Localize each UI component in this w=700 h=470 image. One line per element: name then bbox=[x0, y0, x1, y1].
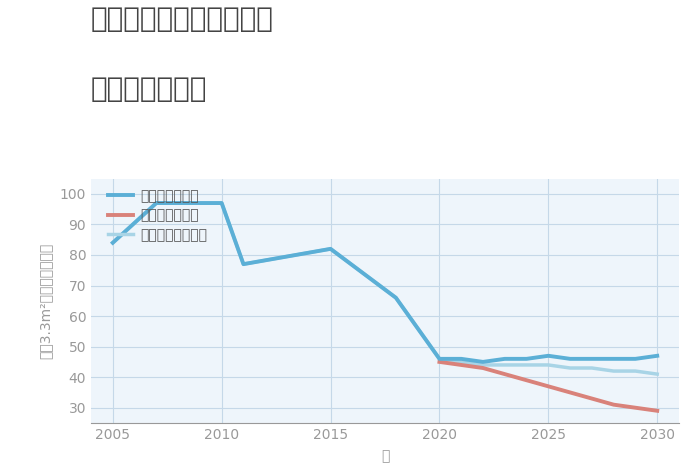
グッドシナリオ bbox=[457, 356, 466, 362]
ノーマルシナリオ bbox=[435, 356, 444, 362]
グッドシナリオ bbox=[479, 359, 487, 365]
グッドシナリオ bbox=[152, 200, 160, 206]
ノーマルシナリオ bbox=[326, 246, 335, 252]
ノーマルシナリオ bbox=[479, 362, 487, 368]
グッドシナリオ bbox=[435, 356, 444, 362]
ノーマルシナリオ bbox=[588, 365, 596, 371]
ノーマルシナリオ bbox=[392, 295, 400, 301]
グッドシナリオ bbox=[500, 356, 509, 362]
Line: グッドシナリオ: グッドシナリオ bbox=[113, 203, 657, 362]
ノーマルシナリオ bbox=[239, 261, 248, 267]
バッドシナリオ bbox=[566, 390, 574, 395]
バッドシナリオ bbox=[457, 362, 466, 368]
Line: バッドシナリオ: バッドシナリオ bbox=[440, 362, 657, 411]
ノーマルシナリオ bbox=[631, 368, 640, 374]
ノーマルシナリオ bbox=[108, 240, 117, 245]
ノーマルシナリオ bbox=[653, 371, 662, 377]
ノーマルシナリオ bbox=[174, 200, 182, 206]
ノーマルシナリオ bbox=[610, 368, 618, 374]
グッドシナリオ bbox=[108, 240, 117, 245]
バッドシナリオ bbox=[522, 377, 531, 383]
バッドシナリオ bbox=[435, 359, 444, 365]
Line: ノーマルシナリオ: ノーマルシナリオ bbox=[113, 203, 657, 374]
グッドシナリオ bbox=[392, 295, 400, 301]
グッドシナリオ bbox=[610, 356, 618, 362]
グッドシナリオ bbox=[653, 353, 662, 359]
X-axis label: 年: 年 bbox=[381, 449, 389, 463]
ノーマルシナリオ bbox=[152, 200, 160, 206]
ノーマルシナリオ bbox=[566, 365, 574, 371]
ノーマルシナリオ bbox=[500, 362, 509, 368]
ノーマルシナリオ bbox=[218, 200, 226, 206]
Legend: グッドシナリオ, バッドシナリオ, ノーマルシナリオ: グッドシナリオ, バッドシナリオ, ノーマルシナリオ bbox=[103, 183, 213, 248]
バッドシナリオ bbox=[500, 371, 509, 377]
Text: 土地の価格推移: 土地の価格推移 bbox=[91, 75, 207, 103]
バッドシナリオ bbox=[653, 408, 662, 414]
Y-axis label: 坪（3.3m²）単価（万円）: 坪（3.3m²）単価（万円） bbox=[38, 243, 52, 359]
グッドシナリオ bbox=[239, 261, 248, 267]
Text: 神奈川県南足柄市福泉の: 神奈川県南足柄市福泉の bbox=[91, 5, 274, 33]
グッドシナリオ bbox=[544, 353, 552, 359]
バッドシナリオ bbox=[479, 365, 487, 371]
グッドシナリオ bbox=[174, 200, 182, 206]
グッドシナリオ bbox=[326, 246, 335, 252]
バッドシナリオ bbox=[610, 402, 618, 407]
ノーマルシナリオ bbox=[522, 362, 531, 368]
バッドシナリオ bbox=[544, 384, 552, 389]
グッドシナリオ bbox=[218, 200, 226, 206]
グッドシナリオ bbox=[588, 356, 596, 362]
ノーマルシナリオ bbox=[457, 359, 466, 365]
グッドシナリオ bbox=[631, 356, 640, 362]
バッドシナリオ bbox=[588, 396, 596, 401]
バッドシナリオ bbox=[631, 405, 640, 411]
グッドシナリオ bbox=[566, 356, 574, 362]
ノーマルシナリオ bbox=[544, 362, 552, 368]
グッドシナリオ bbox=[522, 356, 531, 362]
